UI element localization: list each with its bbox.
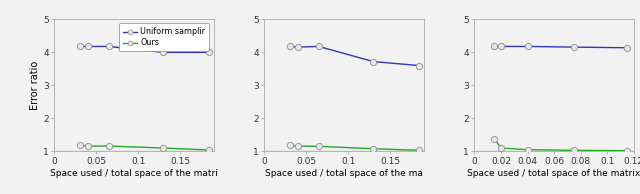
X-axis label: Space used / total space of the matrix: Space used / total space of the matrix (467, 169, 640, 178)
X-axis label: Space used / total space of the ma: Space used / total space of the ma (265, 169, 423, 178)
Y-axis label: Error ratio: Error ratio (30, 61, 40, 110)
Legend: Uniform samplir, Ours: Uniform samplir, Ours (118, 23, 209, 51)
X-axis label: Space used / total space of the matri: Space used / total space of the matri (50, 169, 218, 178)
